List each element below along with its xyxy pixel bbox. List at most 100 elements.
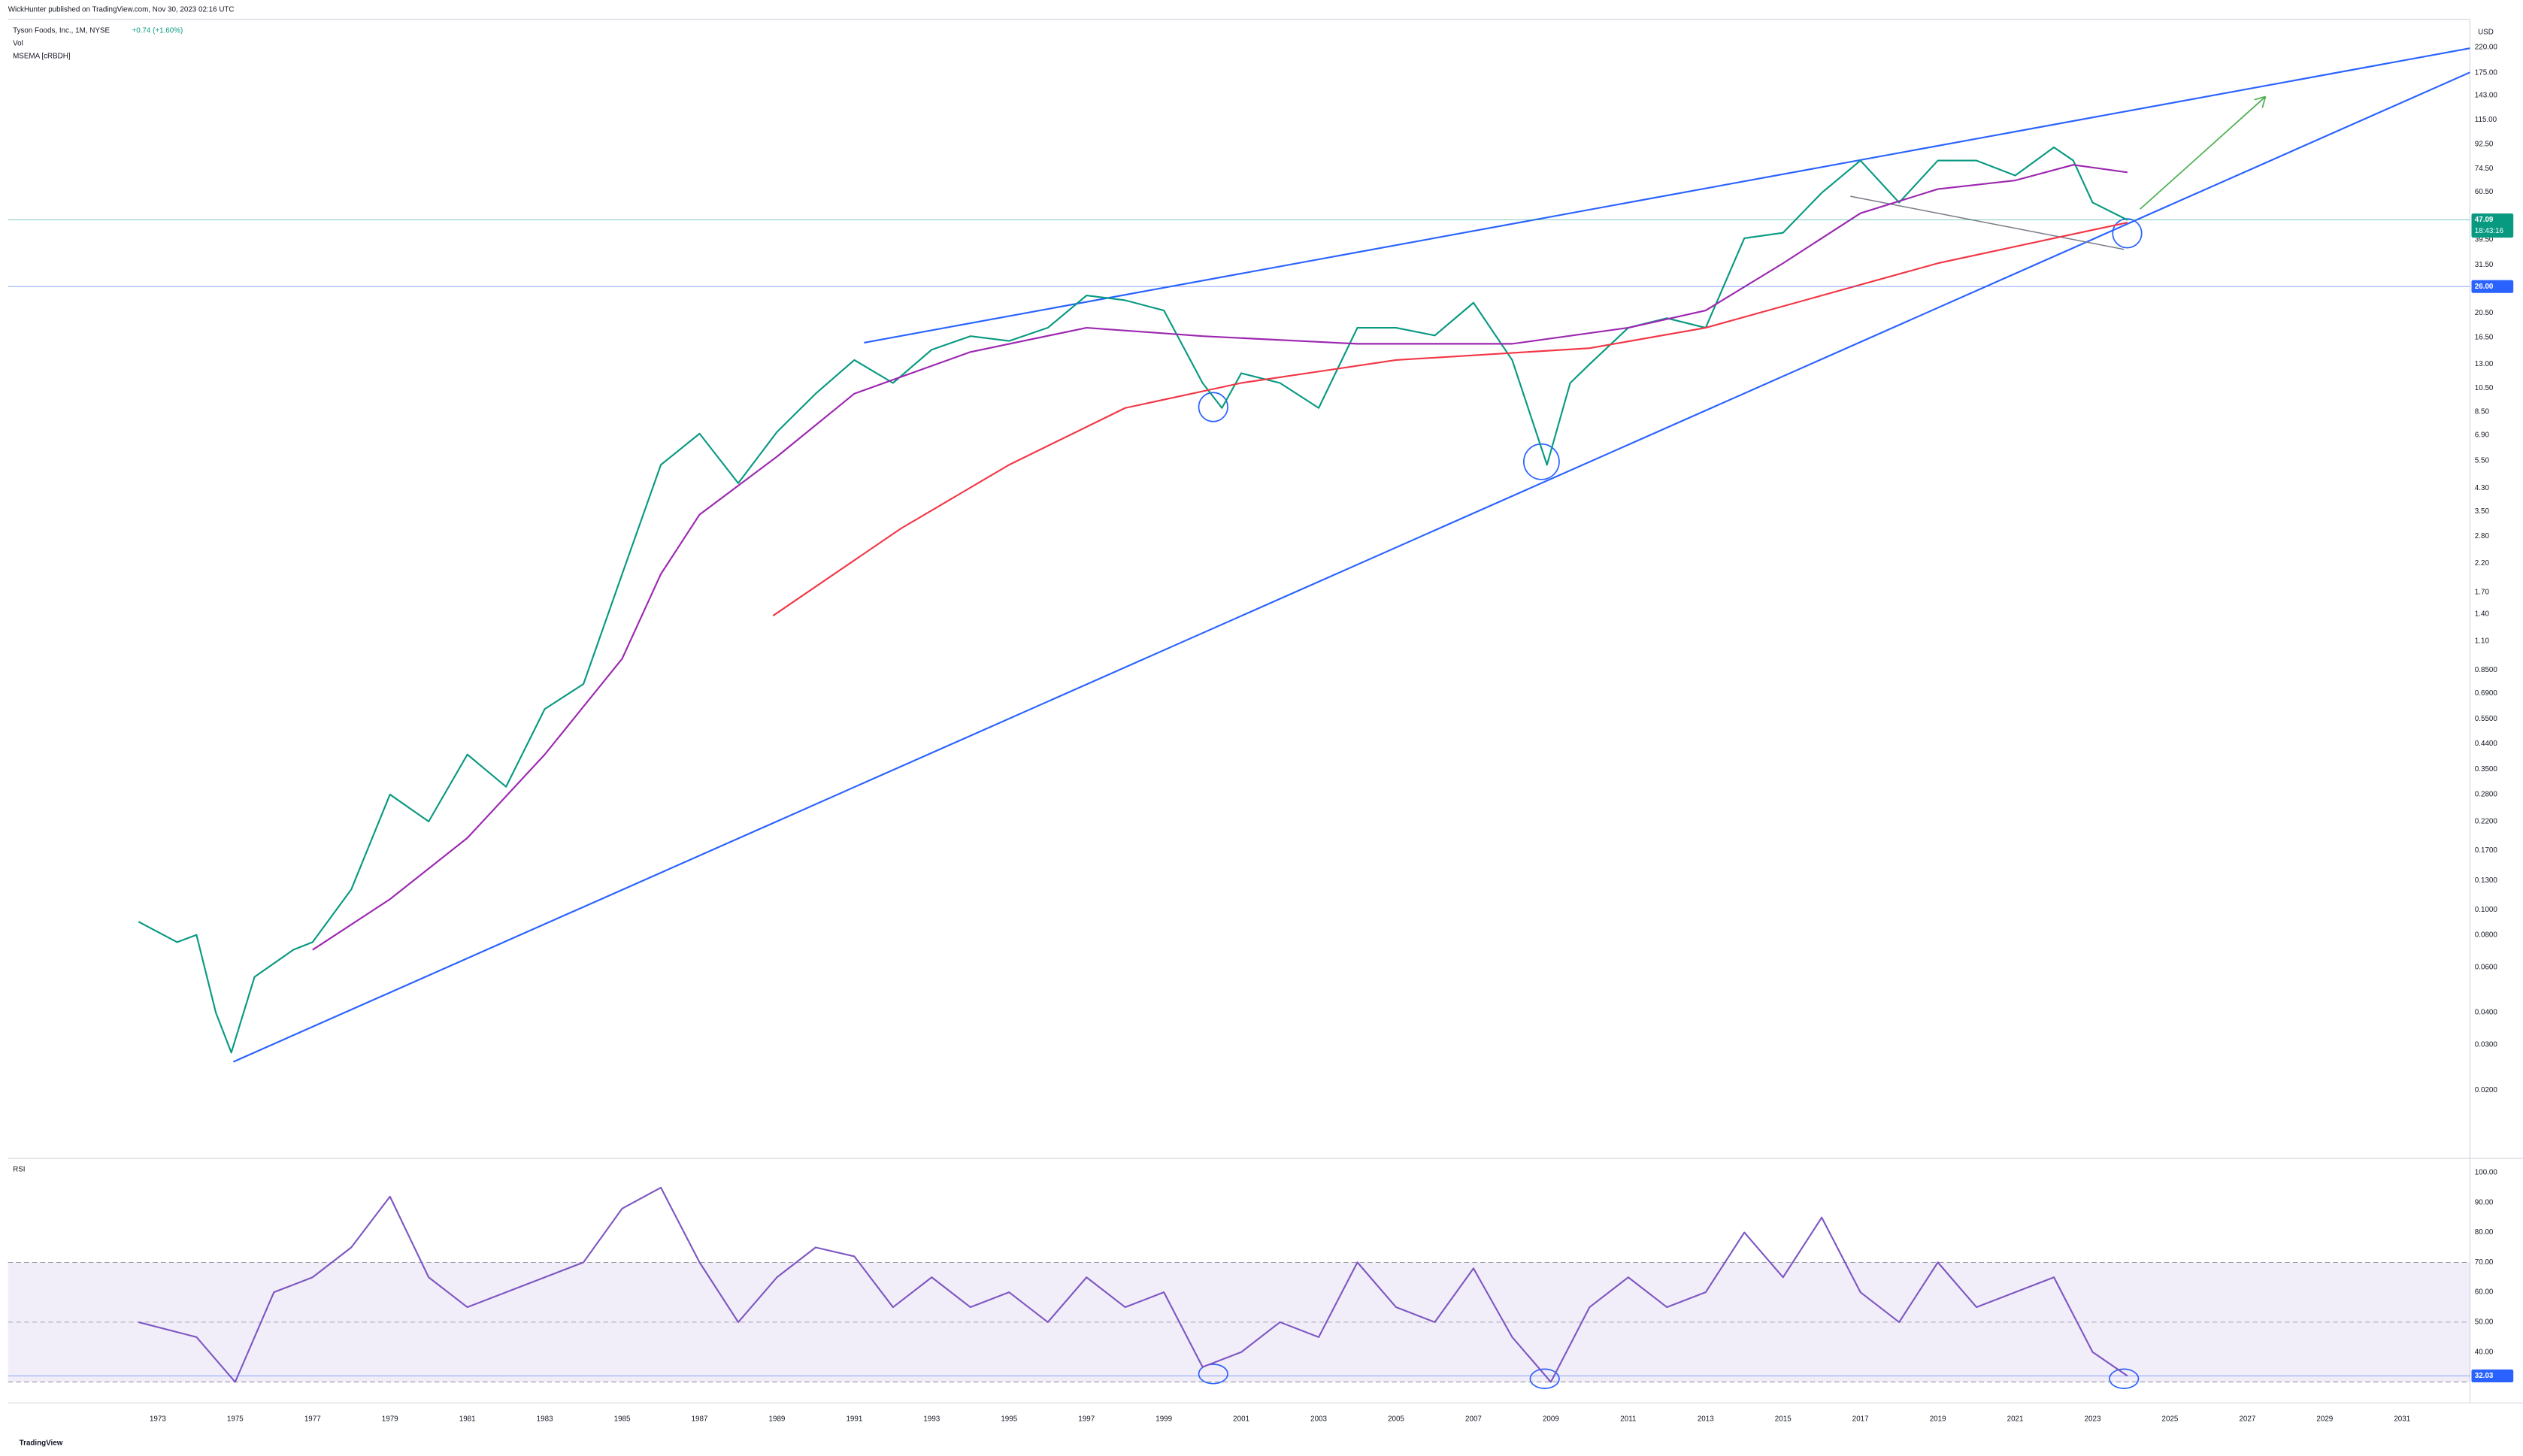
x-tick-label: 1983	[537, 1415, 553, 1423]
y-tick-label: 2.20	[2475, 559, 2490, 568]
y-tick-label: 0.0800	[2475, 931, 2498, 939]
y-tick-label: 0.1300	[2475, 876, 2498, 885]
x-tick-label: 2027	[2239, 1415, 2255, 1423]
x-tick-label: 1987	[692, 1415, 708, 1423]
y-tick-label: 60.00	[2475, 1288, 2494, 1297]
y-tick-label: 80.00	[2475, 1228, 2494, 1237]
y-tick-label: 0.0400	[2475, 1009, 2498, 1017]
y-tick-label: 92.50	[2475, 141, 2494, 149]
y-tick-label: 0.6900	[2475, 689, 2498, 698]
x-tick-label: 2017	[1852, 1415, 1869, 1423]
y-tick-label: 2.80	[2475, 532, 2490, 540]
trendline	[864, 47, 2470, 344]
y-tick-label: 10.50	[2475, 384, 2494, 392]
highlight-circle	[1529, 1368, 1560, 1389]
countdown-label: 18:43:16	[2475, 227, 2504, 235]
x-tick-label: 1991	[846, 1415, 862, 1423]
indicator-label: MSEMA [cRBDH]	[13, 53, 71, 61]
x-tick-label: 2019	[1930, 1415, 1946, 1423]
x-tick-label: 1979	[382, 1415, 398, 1423]
y-tick-label: 6.90	[2475, 431, 2490, 440]
y-tick-label: 143.00	[2475, 92, 2498, 100]
price-label-box	[2471, 280, 2514, 293]
x-tick-label: 1995	[1001, 1415, 1017, 1423]
x-tick-label: 2025	[2162, 1415, 2179, 1423]
y-tick-label: 0.4400	[2475, 740, 2498, 748]
x-tick-label: 2021	[2007, 1415, 2024, 1423]
y-tick-label: 1.10	[2475, 637, 2490, 645]
price-label: 32.03	[2475, 1372, 2494, 1380]
x-tick-label: 2013	[1698, 1415, 1714, 1423]
x-tick-label: 2029	[2316, 1415, 2333, 1423]
y-tick-label: 1.70	[2475, 589, 2490, 597]
y-tick-label: 0.8500	[2475, 666, 2498, 674]
y-tick-label: 0.5500	[2475, 715, 2498, 723]
highlight-circle	[1198, 392, 1228, 422]
trendline	[232, 71, 2470, 1063]
currency-label: USD	[2478, 28, 2494, 36]
y-tick-label: 40.00	[2475, 1348, 2494, 1356]
x-tick-label: 1977	[304, 1415, 321, 1423]
y-tick-label: 39.50	[2475, 235, 2494, 244]
x-tick-label: 1999	[1155, 1415, 1172, 1423]
x-tick-label: 2003	[1310, 1415, 1327, 1423]
footer-logo: TradingView	[20, 1439, 63, 1447]
x-tick-label: 2009	[1543, 1415, 1559, 1423]
x-tick-label: 1973	[150, 1415, 166, 1423]
x-tick-label: 1993	[923, 1415, 940, 1423]
y-tick-label: 0.0200	[2475, 1086, 2498, 1094]
y-tick-label: 3.50	[2475, 507, 2490, 516]
y-tick-label: 4.30	[2475, 484, 2490, 492]
price-change: +0.74 (+1.60%)	[132, 26, 183, 35]
highlight-circle	[1198, 1364, 1228, 1385]
price-label: 47.09	[2475, 216, 2494, 224]
price-label-box	[2471, 1369, 2514, 1382]
y-tick-label: 0.1000	[2475, 906, 2498, 914]
price-label: 26.00	[2475, 283, 2494, 291]
y-tick-label: 5.50	[2475, 456, 2490, 465]
publish-note: WickHunter published on TradingView.com,…	[8, 5, 235, 14]
y-tick-label: 1.40	[2475, 610, 2490, 619]
x-tick-label: 2023	[2085, 1415, 2101, 1423]
x-tick-label: 1975	[227, 1415, 244, 1423]
y-tick-label: 50.00	[2475, 1318, 2494, 1327]
x-tick-label: 2031	[2394, 1415, 2410, 1423]
y-tick-label: 115.00	[2475, 116, 2497, 124]
y-tick-label: 0.2200	[2475, 817, 2498, 825]
rsi-title: RSI	[13, 1166, 25, 1174]
chart-title: Tyson Foods, Inc., 1M, NYSE	[13, 26, 110, 35]
x-tick-label: 2007	[1465, 1415, 1482, 1423]
y-tick-label: 31.50	[2475, 261, 2494, 269]
highlight-circle	[2109, 1368, 2140, 1389]
y-tick-label: 8.50	[2475, 408, 2490, 416]
indicator-label: Vol	[13, 39, 23, 47]
arrow-head	[2254, 95, 2267, 108]
y-tick-label: 0.2800	[2475, 791, 2498, 799]
x-tick-label: 1985	[614, 1415, 631, 1423]
x-tick-label: 1981	[459, 1415, 476, 1423]
x-tick-label: 2011	[1620, 1415, 1636, 1423]
highlight-circle	[1523, 443, 1560, 480]
y-tick-label: 0.1700	[2475, 846, 2498, 855]
price-label-box	[2471, 213, 2514, 238]
x-tick-label: 2005	[1388, 1415, 1404, 1423]
y-tick-label: 220.00	[2475, 43, 2498, 51]
series-line	[772, 222, 2128, 616]
series-line	[138, 146, 2128, 1054]
x-tick-label: 2015	[1775, 1415, 1792, 1423]
y-tick-label: 13.00	[2475, 360, 2494, 368]
y-tick-label: 20.50	[2475, 309, 2494, 317]
series-line	[138, 1186, 2128, 1383]
x-tick-label: 2001	[1233, 1415, 1249, 1423]
y-tick-label: 70.00	[2475, 1258, 2494, 1267]
y-tick-label: 74.50	[2475, 165, 2494, 173]
x-tick-label: 1989	[769, 1415, 786, 1423]
series-line	[312, 164, 2128, 951]
y-tick-label: 100.00	[2475, 1169, 2498, 1177]
y-tick-label: 90.00	[2475, 1198, 2494, 1206]
y-tick-label: 0.0300	[2475, 1041, 2498, 1049]
y-tick-label: 0.3500	[2475, 765, 2498, 773]
